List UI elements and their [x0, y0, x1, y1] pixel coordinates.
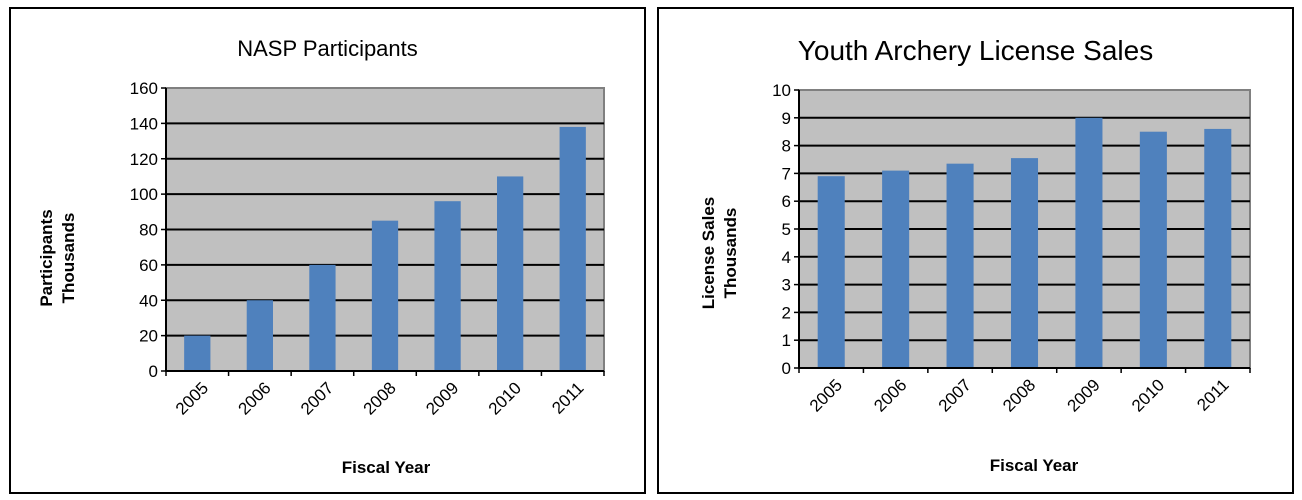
x-tick-label: 2008 [360, 378, 400, 418]
bar-2005 [184, 335, 211, 371]
x-tick-label: 2006 [235, 378, 275, 418]
y-axis-label-line2: Thousands [721, 207, 740, 299]
x-tick-label: 2006 [870, 375, 910, 415]
y-axis-label-line1: License Sales [699, 196, 718, 310]
y-tick-label: 160 [130, 79, 158, 98]
x-tick-label: 2010 [1128, 375, 1168, 415]
y-tick-label: 1 [782, 331, 791, 350]
x-tick-label: 2008 [999, 375, 1039, 415]
bar-2005 [817, 176, 845, 368]
bar-2009 [1075, 117, 1103, 368]
bar-2011 [1204, 128, 1232, 368]
y-tick-label: 8 [782, 137, 791, 156]
y-tick-label: 80 [139, 221, 158, 240]
x-tick-label: 2007 [297, 378, 337, 418]
chart-plot-license-sales: 0 1 2 3 4 5 6 7 8 9 10 2005 2006 2007 2008 2009 2010 2011 [772, 81, 1251, 416]
x-tick-label: 2010 [485, 378, 525, 418]
chart-title: NASP Participants [237, 36, 418, 61]
y-tick-label: 9 [782, 109, 791, 128]
bar-2010 [1139, 131, 1167, 368]
x-tick-label: 2011 [548, 378, 587, 417]
y-tick-label: 120 [130, 150, 158, 169]
bar-2008 [371, 220, 399, 371]
y-tick-label: 140 [130, 114, 158, 133]
y-tick-label: 6 [782, 192, 791, 211]
bar-2006 [246, 300, 273, 371]
nasp-participants-chart: NASP Participants 0 20 40 60 80 100 120 140 160 2… [9, 7, 646, 494]
bar-2010 [497, 176, 524, 371]
y-axis-label: Participants Thousands [36, 209, 80, 306]
y-tick-label: 0 [782, 359, 791, 378]
bar-2009 [434, 201, 461, 371]
bar-2007 [309, 264, 336, 371]
chart-plot-nasp: 0 20 40 60 80 100 120 140 160 2005 2006 2007 2008 200… [130, 79, 605, 419]
y-tick-label: 0 [149, 362, 158, 381]
y-tick-label: 4 [782, 248, 791, 267]
x-tick-label: 2007 [935, 375, 975, 415]
bar-2006 [882, 170, 910, 368]
y-tick-label: 40 [139, 291, 158, 310]
y-tick-label: 100 [130, 185, 158, 204]
x-tick-label: 2009 [422, 378, 462, 418]
y-axis-label-line1: Participants [37, 209, 56, 307]
x-tick-label: 2005 [172, 378, 212, 418]
bar-2011 [559, 126, 586, 371]
y-tick-label: 5 [782, 220, 791, 239]
x-axis-label: Fiscal Year [989, 456, 1079, 475]
y-tick-label: 7 [782, 164, 791, 183]
x-tick-label: 2005 [806, 375, 846, 415]
y-axis-label: License Sales Thousands [698, 197, 742, 309]
y-tick-label: 3 [782, 276, 791, 295]
x-tick-label: 2009 [1064, 375, 1104, 415]
y-tick-label: 10 [772, 81, 791, 100]
y-axis-label-line2: Thousands [59, 212, 78, 304]
youth-archery-license-sales-chart: Youth Archery License Sales 0 1 2 3 4 5 6 7 8 9 10… [657, 7, 1294, 494]
x-tick-label: 2011 [1193, 375, 1232, 414]
x-axis-label: Fiscal Year [341, 458, 431, 477]
bar-2007 [946, 163, 974, 368]
bar-2008 [1010, 158, 1039, 368]
y-tick-label: 2 [782, 303, 791, 322]
y-tick-label: 60 [139, 256, 158, 275]
chart-title: Youth Archery License Sales [797, 35, 1154, 66]
y-tick-label: 20 [139, 327, 158, 346]
